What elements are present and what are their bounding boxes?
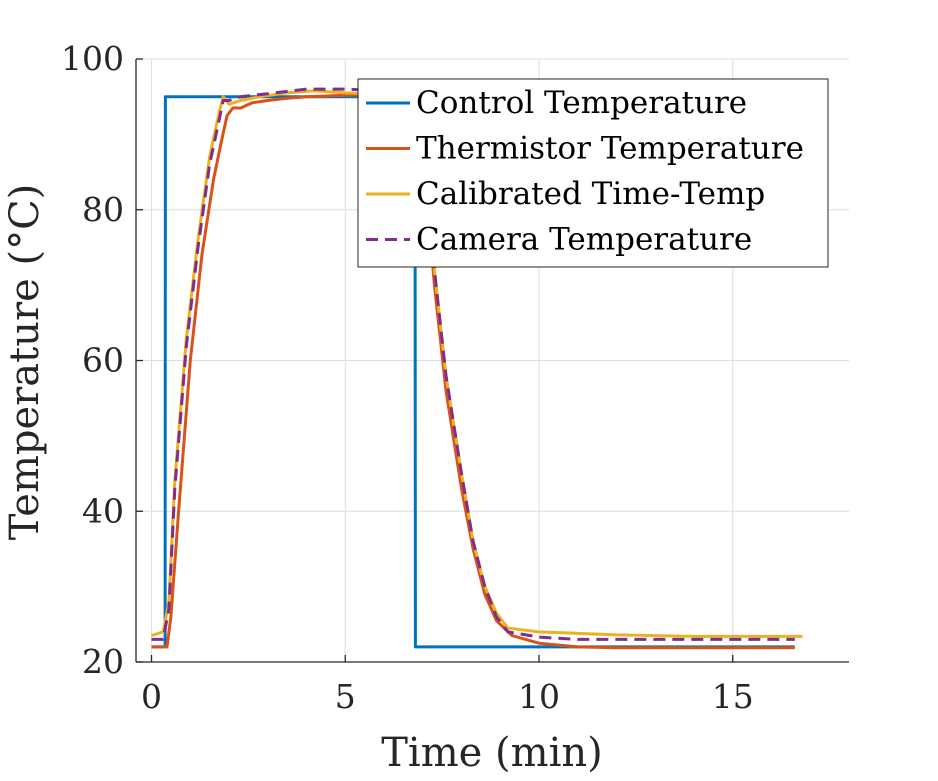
- x-tick-label: 0: [141, 677, 162, 716]
- y-tick-label: 20: [82, 642, 124, 681]
- legend-box: [357, 78, 829, 268]
- y-axis-label: Temperature (°C): [2, 184, 48, 541]
- x-tick-label: 10: [518, 677, 560, 716]
- y-axis-ticks: 20 40 60 80 100: [61, 39, 143, 681]
- x-axis-label: Time (min): [381, 730, 602, 776]
- x-axis-ticks: 0 5 10 15: [141, 655, 754, 716]
- legend-label: Control Temperature: [416, 85, 747, 121]
- legend-label: Camera Temperature: [416, 222, 752, 258]
- y-tick-label: 100: [61, 39, 124, 78]
- y-tick-label: 60: [82, 341, 124, 380]
- x-tick-label: 15: [712, 677, 754, 716]
- x-tick-label: 5: [335, 677, 356, 716]
- y-tick-label: 80: [82, 190, 124, 229]
- series-line-2: [151, 92, 795, 650]
- legend-label: Calibrated Time-Temp: [416, 176, 765, 212]
- legend: Control Temperature Thermistor Temperatur…: [357, 78, 829, 268]
- legend-label: Thermistor Temperature: [416, 131, 804, 167]
- series-line-4: [151, 87, 795, 641]
- y-tick-label: 40: [82, 491, 124, 530]
